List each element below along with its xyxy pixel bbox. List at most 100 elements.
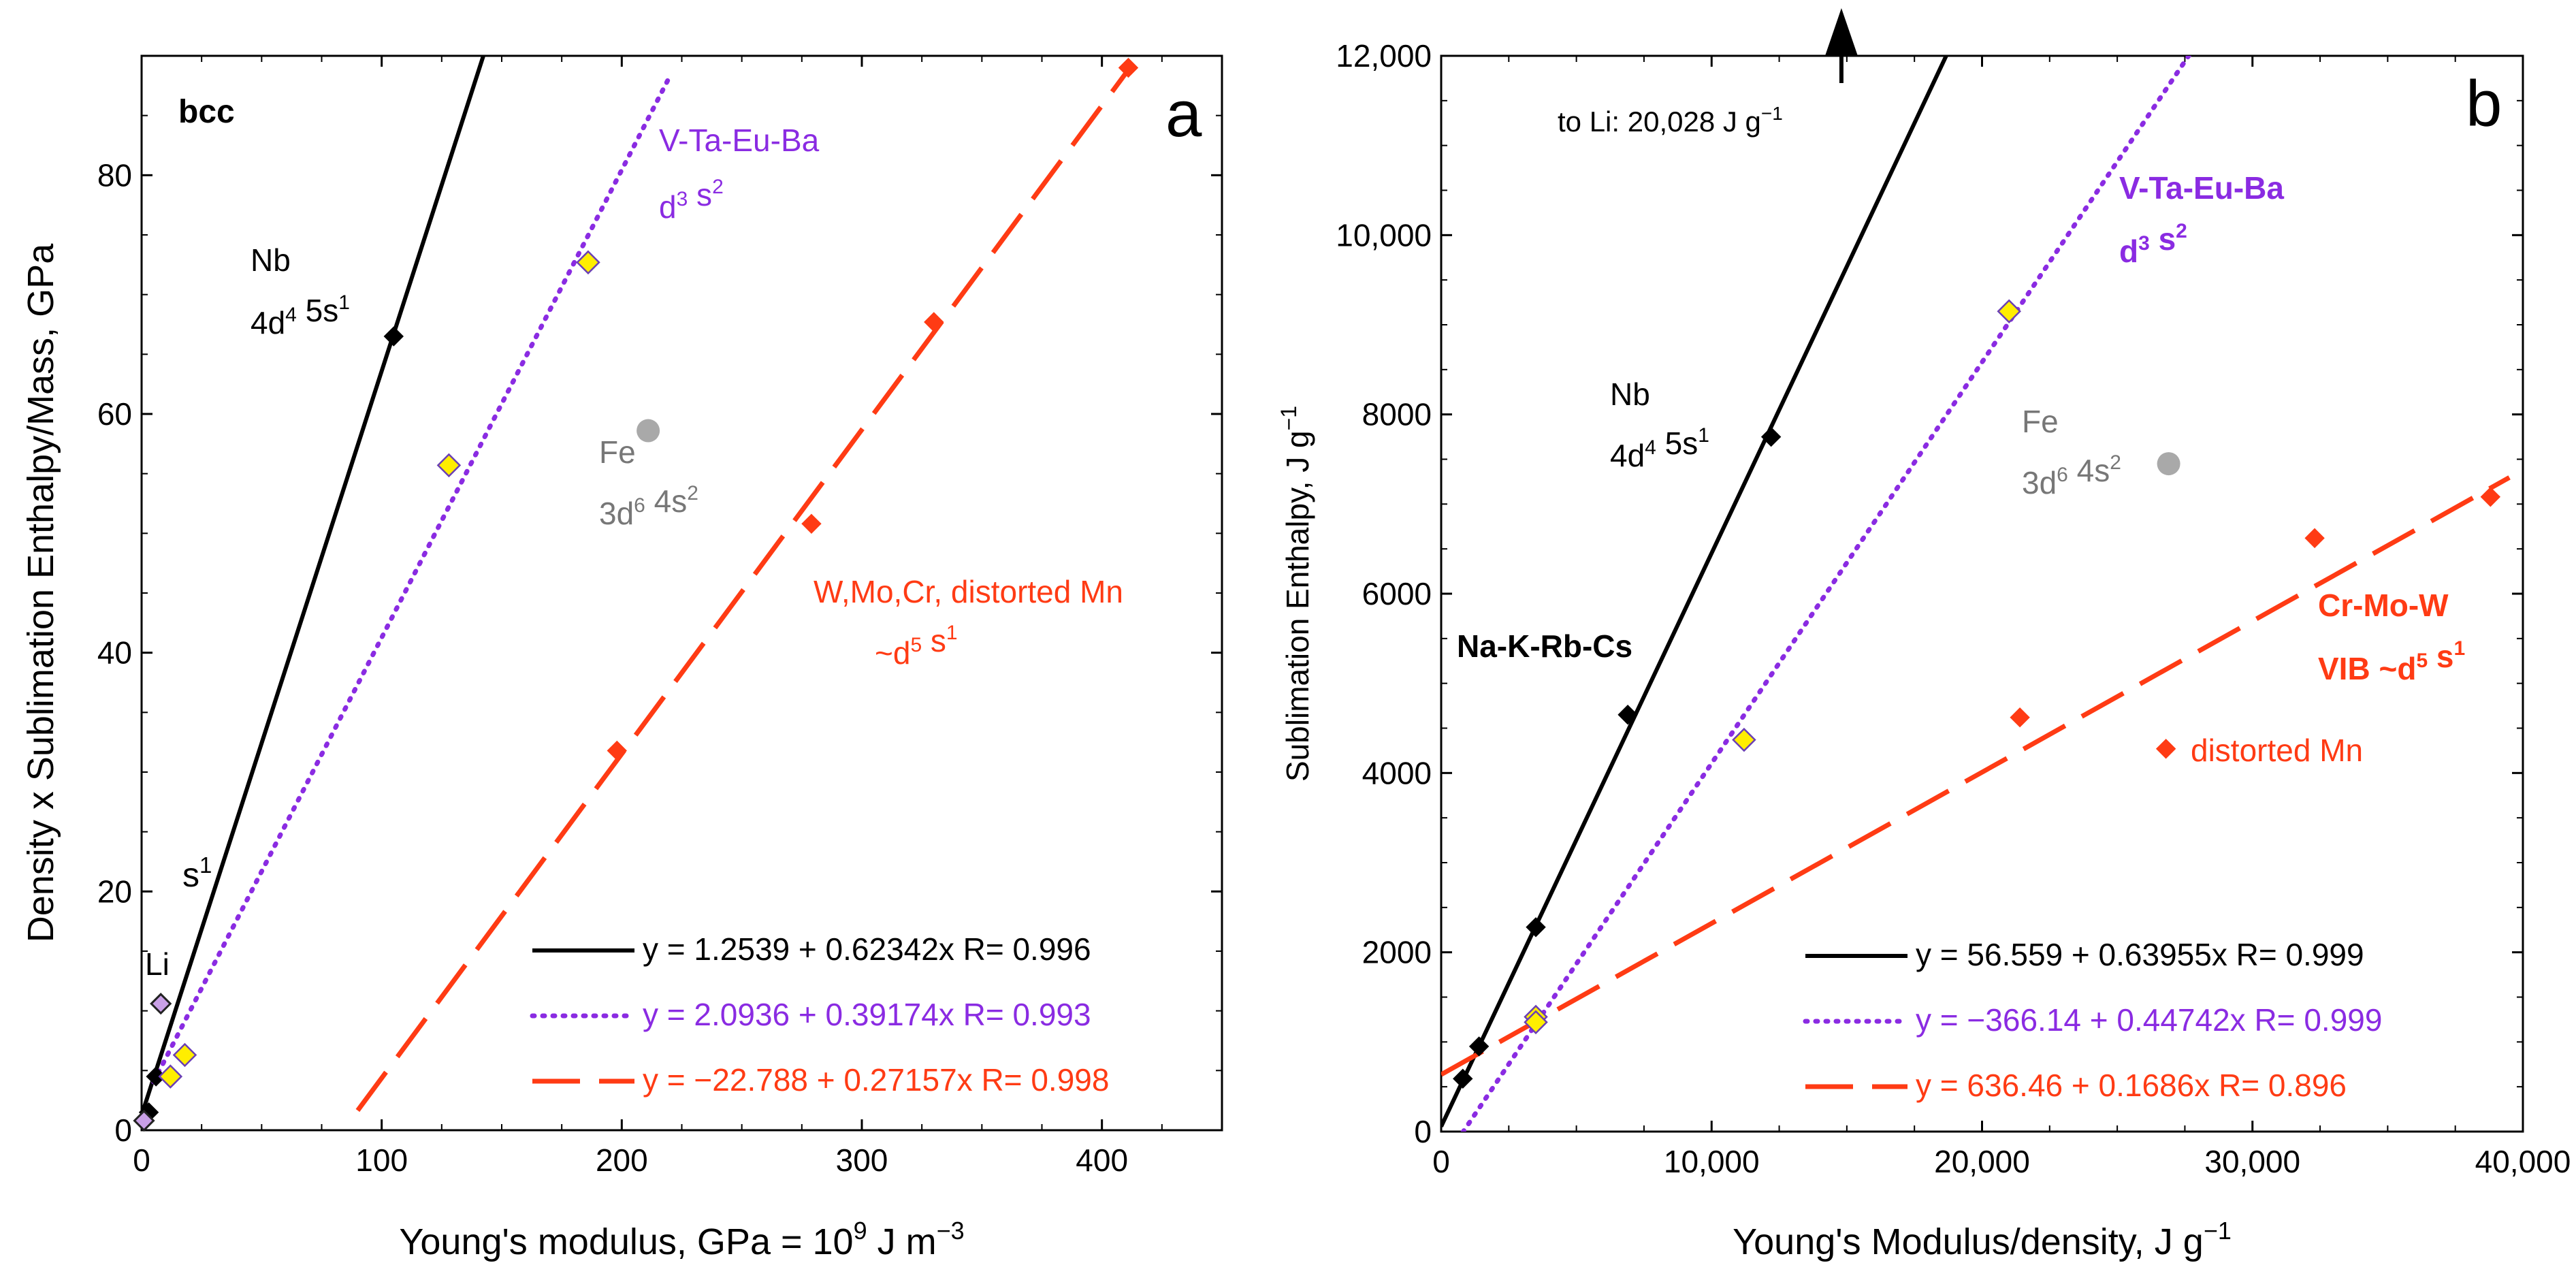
- x-tick-label: 100: [355, 1142, 408, 1178]
- y-tick-label: 6000: [1362, 576, 1432, 611]
- panel-a-annotations: bcc Nb 4d4 5s1 V-Ta-Eu-Ba d3 s2 Fe 3d6 4s2 W,Mo…: [145, 94, 1123, 982]
- annotation-nb-name: Nb: [1610, 377, 1650, 412]
- data-point-series-1: [576, 250, 600, 275]
- data-point-series-2: [801, 513, 822, 534]
- panel-b-legend: y = 56.559 + 0.63955x R= 0.999 y = −366.1…: [1803, 937, 2382, 1103]
- data-point-series-1: [172, 1042, 197, 1068]
- data-point-series-0: [1526, 917, 1546, 938]
- y-tick-label: 0: [1414, 1114, 1432, 1149]
- data-point-series-0: [1453, 1068, 1473, 1089]
- extra-data-point: [133, 1109, 155, 1132]
- data-point-series-1: [436, 453, 462, 478]
- panel-b-points: [1453, 299, 2501, 1089]
- panel-b-fit-lines: [1441, 56, 2511, 1132]
- li-arrow-head: [1824, 8, 1858, 56]
- fit-line-series-2: [1441, 475, 2511, 1077]
- x-tick-label: 10,000: [1664, 1144, 1760, 1179]
- data-point-series-2: [2304, 528, 2325, 549]
- y-tick-label: 0: [114, 1113, 132, 1148]
- data-point-series-2: [1118, 57, 1139, 78]
- annotation-vta-name: V-Ta-Eu-Ba: [659, 123, 820, 158]
- x-tick-label: 30,000: [2204, 1144, 2300, 1179]
- fit-line-series-1: [1460, 56, 2192, 1132]
- data-point-series-0: [383, 326, 404, 347]
- data-point-series-1: [1997, 299, 2021, 324]
- y-tick-label: 60: [97, 396, 132, 432]
- legend-label-0: y = 56.559 + 0.63955x R= 0.999: [1916, 937, 2364, 972]
- annotation-li: Li: [145, 946, 170, 982]
- panel-b-ticks: 0 10,000 20,000 30,000 40,000 0 2000 4000 6000 80…: [1336, 38, 2571, 1179]
- data-point-series-1: [158, 1064, 183, 1089]
- legend-label-1: y = −366.14 + 0.44742x R= 0.999: [1916, 1002, 2382, 1038]
- annotation-nb-config: 4d4 5s1: [251, 291, 350, 340]
- y-tick-label: 20: [97, 874, 132, 909]
- x-tick-label: 0: [1432, 1144, 1450, 1179]
- panel-b-letter: b: [2466, 67, 2502, 140]
- annotation-alkali: Na-K-Rb-Cs: [1457, 628, 1632, 664]
- panel-a-points: [133, 57, 1139, 1132]
- annotation-nb-config: 4d4 5s1: [1610, 424, 1709, 473]
- annotation-wmo-name: W,Mo,Cr, distorted Mn: [814, 574, 1123, 609]
- x-tick-label: 400: [1076, 1142, 1128, 1178]
- annotation-fe-name: Fe: [599, 434, 636, 470]
- data-point-series-0: [1617, 705, 1638, 725]
- extra-data-point: [2155, 739, 2176, 759]
- x-tick-label: 0: [133, 1142, 150, 1178]
- x-tick-label: 200: [596, 1142, 648, 1178]
- x-tick-label: 20,000: [1934, 1144, 2030, 1179]
- y-tick-label: 40: [97, 635, 132, 671]
- panel-b-x-axis-label: Young's Modulus/density, J g−1: [1733, 1217, 2232, 1262]
- legend-label-0: y = 1.2539 + 0.62342x R= 0.996: [643, 931, 1091, 967]
- extra-data-point: [150, 993, 172, 1015]
- annotation-fe-config: 3d6 4s2: [599, 482, 698, 531]
- x-tick-label: 40,000: [2475, 1144, 2571, 1179]
- data-point-series-0: [1760, 426, 1782, 447]
- y-tick-label: 2000: [1362, 935, 1432, 970]
- annotation-fe-config: 3d6 4s2: [2022, 451, 2121, 500]
- panel-a-fit-lines: [142, 56, 1133, 1116]
- y-tick-label: 10,000: [1336, 217, 1432, 253]
- annotation-nb-name: Nb: [251, 242, 291, 278]
- data-point-series-2: [607, 740, 627, 761]
- fit-line-series-1: [151, 74, 673, 1085]
- data-point-series-0: [1468, 1036, 1490, 1057]
- annotation-vta-config: d3 s2: [659, 176, 724, 225]
- data-point-series-1: [1732, 727, 1756, 752]
- annotation-wmo-config: ~d5 s1: [875, 622, 958, 671]
- legend-label-1: y = 2.0936 + 0.39174x R= 0.993: [643, 997, 1091, 1032]
- data-point-series-2: [2480, 487, 2501, 507]
- annotation-crmow-name: Cr-Mo-W: [2318, 588, 2449, 623]
- panel-a-y-axis-label: Density x Sublimation Enthalpy/Mass, GPa: [20, 243, 61, 942]
- annotation-distorted-mn: distorted Mn: [2191, 733, 2363, 768]
- extra-data-point: [2157, 452, 2180, 476]
- panel-a-ticks: 0 100 200 300 400 0 20 40 60 80: [97, 55, 1223, 1178]
- panel-b-y-axis-label: Sublimation Enthalpy, J g−1: [1276, 406, 1315, 782]
- data-point-series-1: [1524, 1010, 1548, 1035]
- y-tick-label: 4000: [1362, 755, 1432, 790]
- x-tick-label: 300: [836, 1142, 888, 1178]
- panel-a-legend: y = 1.2539 + 0.62342x R= 0.996 y = 2.0936…: [530, 931, 1109, 1098]
- annotation-crmow-config: VIB ~d5 s1: [2318, 637, 2465, 686]
- fit-line-series-0: [142, 56, 486, 1116]
- panel-a-letter: a: [1165, 78, 1202, 150]
- legend-label-2: y = −22.788 + 0.27157x R= 0.998: [643, 1062, 1109, 1098]
- annotation-to-li: to Li: 20,028 J g−1: [1558, 103, 1783, 138]
- data-point-series-2: [2010, 707, 2030, 728]
- extra-data-point: [637, 419, 660, 443]
- fit-line-series-2: [355, 65, 1133, 1113]
- annotation-vta-name: V-Ta-Eu-Ba: [2119, 170, 2284, 206]
- y-tick-label: 80: [97, 157, 132, 193]
- panel-b: 0 10,000 20,000 30,000 40,000 0 2000 4000 6000 80…: [1276, 8, 2571, 1262]
- panel-b-annotations: to Li: 20,028 J g−1 Nb 4d4 5s1 V-Ta-Eu-Ba d3…: [1457, 8, 2465, 768]
- annotation-s1: s1: [182, 852, 212, 894]
- annotation-fe-name: Fe: [2022, 404, 2059, 439]
- y-tick-label: 8000: [1362, 397, 1432, 432]
- y-tick-label: 12,000: [1336, 38, 1432, 74]
- data-point-series-2: [924, 312, 944, 332]
- annotation-bcc: bcc: [178, 94, 235, 130]
- annotation-vta-config: d3 s2: [2119, 220, 2187, 269]
- panel-a: 0 100 200 300 400 0 20 40 60 80 bcc Nb 4d4 5s1 V-Ta-…: [20, 54, 1223, 1262]
- panel-a-x-axis-label: Young's modulus, GPa = 109 J m−3: [399, 1217, 964, 1262]
